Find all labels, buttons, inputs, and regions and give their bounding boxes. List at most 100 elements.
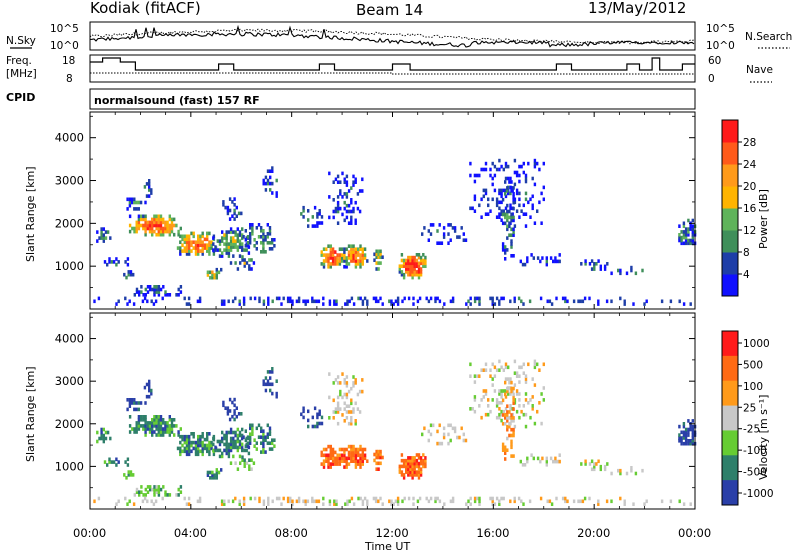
velocity-echo-cell [155,490,158,494]
velocity-echo-cell [400,458,404,463]
velocity-echo-cell [183,437,186,442]
power-echo-cell [266,178,270,183]
power-echo-cell [338,259,342,263]
velocity-echo-cell [322,502,325,506]
power-echo-cell [146,220,149,225]
power-echo-cell [346,299,349,304]
power-echo-cell [126,257,130,261]
power-echo-cell [359,247,362,251]
velocity-echo-cell [264,438,267,442]
power-echo-cell [229,261,233,265]
velocity-echo-cell [148,388,151,393]
power-echo-cell [359,244,362,248]
power-echo-cell [144,232,147,237]
velocity-echo-cell [522,412,525,417]
velocity-echo-cell [225,433,228,438]
power-echo-cell [168,229,171,234]
velocity-echo-cell [157,427,160,431]
velocity-echo-cell [419,461,423,466]
velocity-echo-cell [501,422,505,426]
power-echo-cell [491,299,494,304]
power-echo-cell [449,223,452,227]
power-echo-cell [322,262,326,266]
velocity-echo-cell [212,436,215,441]
velocity-echo-cell [542,386,545,390]
velocity-echo-cell [153,490,156,494]
y-tick-label: 2000 [55,216,84,230]
velocity-echo-cell [130,398,134,402]
velocity-echo-cell [413,467,416,471]
power-echo-cell [409,272,412,277]
velocity-echo-cell [345,392,349,397]
velocity-echo-cell [227,448,231,453]
power-echo-cell [328,299,332,304]
velocity-echo-cell [689,439,692,443]
power-echo-cell [150,299,153,304]
power-echo-cell [246,241,250,245]
power-echo-cell [436,241,439,245]
power-echo-cell [417,267,421,271]
power-echo-cell [313,224,317,228]
power-echo-cell [545,262,548,267]
velocity-echo-cell [192,446,195,451]
power-colorbar-label: Power [dB] [757,189,770,249]
velocity-echo-cell [336,459,339,463]
power-echo-cell [209,270,212,275]
velocity-echo-cell [225,451,228,456]
nsearch-label: N.Search [745,31,792,43]
velocity-echo-cell [361,456,364,461]
power-echo-cell [564,296,567,301]
velocity-echo-cell [153,424,156,428]
power-echo-cell [327,244,330,248]
power-echo-cell [345,192,349,196]
velocity-echo-cell [352,456,355,461]
power-echo-cell [275,191,278,195]
velocity-echo-cell [252,461,256,465]
velocity-echo-cell [188,437,191,442]
power-echo-cell [228,208,232,213]
power-echo-cell [269,188,272,192]
power-echo-cell [343,250,346,254]
velocity-echo-cell [159,418,163,422]
power-echo-cell [320,215,324,219]
power-echo-cell [128,223,132,228]
velocity-echo-cell [232,439,235,444]
power-echo-cell [531,176,534,181]
power-echo-cell [336,253,339,257]
velocity-echo-cell [680,439,683,443]
cpid-mode-text: normalsound (fast) 157 RF [94,94,260,107]
velocity-echo-cell [153,487,156,492]
velocity-echo-cell [142,493,145,497]
velocity-echo-cell [320,453,323,458]
velocity-echo-cell [502,496,505,501]
power-echo-cell [407,264,410,268]
power-echo-cell [232,254,235,258]
power-echo-cell [682,233,686,237]
power-echo-cell [473,197,477,202]
velocity-echo-cell [405,467,408,471]
power-echo-cell [434,299,437,304]
velocity-echo-cell [346,499,349,504]
power-echo-cell [148,188,151,192]
velocity-echo-cell [506,419,509,423]
power-echo-cell [192,240,195,244]
velocity-echo-cell [233,397,236,402]
velocity-echo-cell [135,407,138,412]
power-echo-cell [149,287,152,292]
velocity-echo-cell [593,462,596,466]
velocity-echo-cell [504,413,507,417]
power-echo-cell [343,192,346,196]
power-echo-cell [236,239,239,243]
velocity-echo-cell [599,467,602,472]
power-echo-cell [336,209,340,214]
power-echo-cell [549,256,553,260]
velocity-echo-cell [199,443,202,448]
power-echo-cell [271,166,274,170]
power-echo-cell [144,229,147,234]
power-echo-cell [417,270,421,274]
power-echo-cell [682,241,686,246]
velocity-echo-cell [214,448,217,453]
velocity-echo-cell [102,436,105,441]
power-echo-cell [148,223,152,228]
power-echo-cell [269,181,272,186]
